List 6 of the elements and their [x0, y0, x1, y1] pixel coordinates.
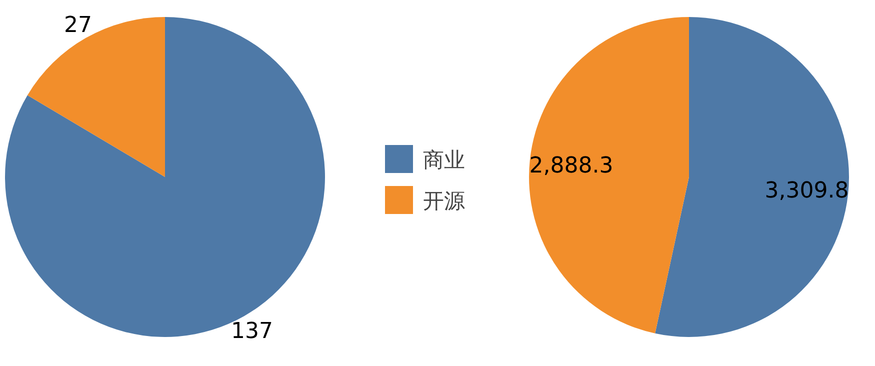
- data-label: 2,888.3: [529, 153, 614, 178]
- data-label: 137: [231, 318, 274, 344]
- data-label: 3,309.8: [764, 178, 849, 204]
- legend-label: 开源: [423, 189, 465, 213]
- legend-label: 商业: [423, 148, 465, 172]
- data-label: 27: [64, 13, 92, 38]
